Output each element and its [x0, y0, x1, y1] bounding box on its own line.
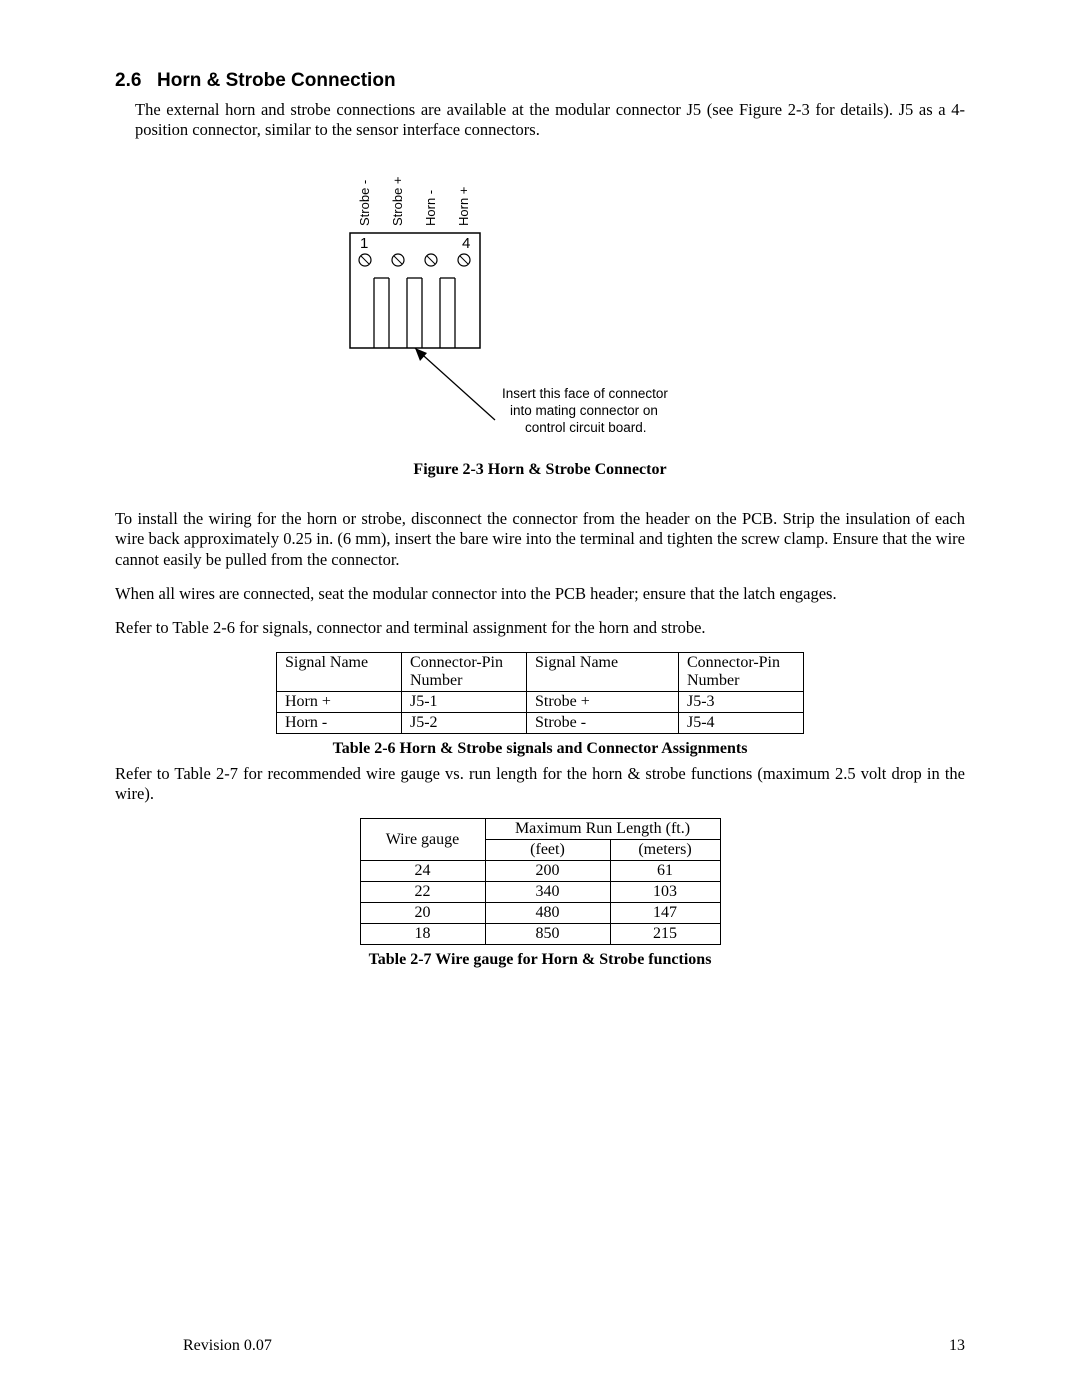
table-header-cell: Connector-Pin Number [679, 652, 804, 691]
table-subheader-cell: (feet) [485, 840, 610, 861]
page-number: 13 [949, 1337, 965, 1355]
paragraph-2: To install the wiring for the horn or st… [115, 509, 965, 569]
connector-diagram-svg: 1 4 [330, 168, 750, 448]
page-footer: Revision 0.07 13 [115, 1337, 965, 1355]
pin-label-3: Horn - [423, 190, 438, 226]
table-2-7-caption: Table 2-7 Wire gauge for Horn & Strobe f… [115, 951, 965, 969]
table-row: 22 340 103 [360, 882, 720, 903]
table-header-cell: Connector-Pin Number [402, 652, 527, 691]
section-heading: 2.6Horn & Strobe Connection [115, 70, 965, 92]
table-2-6-caption: Table 2-6 Horn & Strobe signals and Conn… [115, 740, 965, 758]
annotation-line-1: Insert this face of connector [502, 386, 668, 401]
annotation-line-3: control circuit board. [525, 420, 647, 435]
pin-number-first: 1 [360, 235, 368, 252]
figure-caption: Figure 2-3 Horn & Strobe Connector [115, 461, 965, 479]
table-row: 24 200 61 [360, 861, 720, 882]
table-row: Horn + J5-1 Strobe + J5-3 [277, 691, 804, 712]
screw-terminals [359, 254, 470, 266]
paragraph-4: Refer to Table 2-6 for signals, connecto… [115, 618, 965, 638]
connector-outline [350, 233, 480, 348]
section-number: 2.6 [115, 70, 157, 92]
table-subheader-cell: (meters) [610, 840, 720, 861]
table-header-cell: Wire gauge [360, 819, 485, 861]
paragraph-5: Refer to Table 2-7 for recommended wire … [115, 764, 965, 804]
figure-2-3: 1 4 [115, 168, 965, 479]
table-2-7: Wire gauge Maximum Run Length (ft.) (fee… [360, 818, 721, 945]
paragraph-3: When all wires are connected, seat the m… [115, 584, 965, 604]
table-header-cell: Maximum Run Length (ft.) [485, 819, 720, 840]
pin-label-2: Strobe + [390, 177, 405, 227]
revision-label: Revision 0.07 [183, 1337, 272, 1355]
section-title: Horn & Strobe Connection [157, 70, 396, 91]
annotation-line-2: into mating connector on [510, 403, 658, 418]
pin-label-4: Horn + [456, 187, 471, 226]
connector-slots [374, 278, 455, 348]
pin-number-last: 4 [462, 235, 470, 252]
table-row: Signal Name Connector-Pin Number Signal … [277, 652, 804, 691]
table-row: Horn - J5-2 Strobe - J5-4 [277, 712, 804, 733]
pin-labels: Strobe - Strobe + Horn - Horn + [357, 177, 471, 227]
table-row: Wire gauge Maximum Run Length (ft.) [360, 819, 720, 840]
table-row: 20 480 147 [360, 903, 720, 924]
table-2-6: Signal Name Connector-Pin Number Signal … [276, 652, 804, 734]
table-header-cell: Signal Name [527, 652, 679, 691]
table-row: 18 850 215 [360, 924, 720, 945]
annotation-arrow [415, 348, 495, 420]
annotation-text: Insert this face of connector into matin… [502, 386, 668, 435]
table-header-cell: Signal Name [277, 652, 402, 691]
paragraph-1: The external horn and strobe connections… [135, 100, 965, 140]
pin-label-1: Strobe - [357, 180, 372, 226]
